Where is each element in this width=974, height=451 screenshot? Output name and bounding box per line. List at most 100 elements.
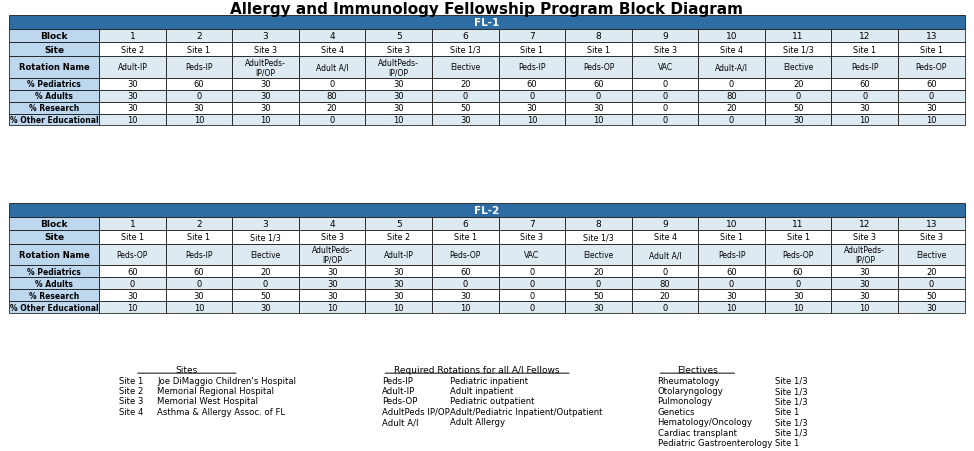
Text: 30: 30 [327,291,337,300]
Text: Elective: Elective [783,63,813,72]
Bar [432,114,499,126]
Bar [765,230,832,244]
Bar [632,302,698,313]
Bar [898,57,964,78]
Text: 2: 2 [196,219,202,228]
Text: Genetics: Genetics [657,407,695,416]
Bar [898,278,964,290]
Bar [898,30,964,43]
Bar [166,30,232,43]
Text: 30: 30 [393,267,404,276]
Bar [698,217,765,230]
Text: Pediatric Gastroenterology: Pediatric Gastroenterology [657,438,771,447]
Text: 10: 10 [859,303,870,312]
Bar [232,57,299,78]
Bar [365,230,432,244]
Bar [365,114,432,126]
Text: 4: 4 [329,32,335,41]
Text: 50: 50 [926,291,937,300]
Text: 1: 1 [130,32,135,41]
Bar [698,244,765,266]
Text: Site 4: Site 4 [119,407,143,416]
Bar [565,43,632,57]
Bar [565,91,632,102]
Text: 30: 30 [127,104,137,113]
Bar [565,114,632,126]
Bar [99,278,166,290]
Bar [365,30,432,43]
Text: 3: 3 [263,219,269,228]
Text: Allergy and Immunology Fellowship Program Block Diagram: Allergy and Immunology Fellowship Progra… [231,2,743,17]
Bar [299,57,365,78]
Text: % Pediatrics: % Pediatrics [27,267,81,276]
Text: VAC: VAC [524,250,540,259]
Text: 0: 0 [197,279,202,288]
Text: AdultPeds-
IP/OP: AdultPeds- IP/OP [378,59,419,77]
Bar [632,91,698,102]
Bar [698,114,765,126]
Bar [299,78,365,91]
Text: Peds-IP: Peds-IP [383,376,413,385]
Text: 30: 30 [727,291,737,300]
Bar [99,290,166,302]
Bar [499,266,565,278]
Text: 50: 50 [260,291,271,300]
Text: Block: Block [41,219,68,228]
Text: AdultPeds-
IP/OP: AdultPeds- IP/OP [245,59,286,77]
Bar [10,30,99,43]
Bar [432,244,499,266]
Text: Asthma & Allergy Assoc. of FL: Asthma & Allergy Assoc. of FL [157,407,285,416]
Bar [299,102,365,114]
Bar [99,217,166,230]
Bar [232,43,299,57]
Bar [10,102,99,114]
Text: 10: 10 [260,116,271,125]
Text: 0: 0 [662,116,667,125]
Text: 20: 20 [793,80,804,89]
Bar [232,217,299,230]
Text: 10: 10 [726,32,737,41]
Text: 60: 60 [859,80,870,89]
Text: 50: 50 [793,104,804,113]
Text: 30: 30 [127,80,137,89]
Text: 0: 0 [596,279,601,288]
Text: Required Rotations for all A/I Fellows: Required Rotations for all A/I Fellows [394,365,560,374]
Text: 13: 13 [925,219,937,228]
Bar [365,302,432,313]
Text: 30: 30 [393,80,404,89]
Text: 30: 30 [593,303,604,312]
Text: 10: 10 [926,116,937,125]
Text: 0: 0 [529,291,535,300]
Text: 30: 30 [194,104,205,113]
Text: 60: 60 [127,267,137,276]
Bar [299,278,365,290]
Text: Site 4: Site 4 [654,233,677,242]
Bar [632,278,698,290]
Text: 30: 30 [393,104,404,113]
Bar [432,266,499,278]
Text: Site 1: Site 1 [775,407,800,416]
Text: Site: Site [44,46,64,55]
Text: 60: 60 [593,80,604,89]
Bar [166,266,232,278]
Text: 10: 10 [194,303,205,312]
Bar [632,78,698,91]
Bar [898,244,964,266]
Text: Cardiac transplant: Cardiac transplant [657,428,736,437]
Bar [632,230,698,244]
Text: 30: 30 [859,267,870,276]
Text: 10: 10 [859,116,870,125]
Text: % Adults: % Adults [35,92,73,101]
Text: 30: 30 [194,291,205,300]
Bar [432,91,499,102]
Text: Rotation Name: Rotation Name [19,63,90,72]
Text: Peds-OP: Peds-OP [582,63,615,72]
Text: Site 1: Site 1 [454,233,477,242]
Text: 30: 30 [127,92,137,101]
Bar [299,244,365,266]
Text: Adult-IP: Adult-IP [384,250,414,259]
Text: 10: 10 [460,303,470,312]
Text: Peds-OP: Peds-OP [117,250,148,259]
Bar [898,290,964,302]
Bar [99,244,166,266]
